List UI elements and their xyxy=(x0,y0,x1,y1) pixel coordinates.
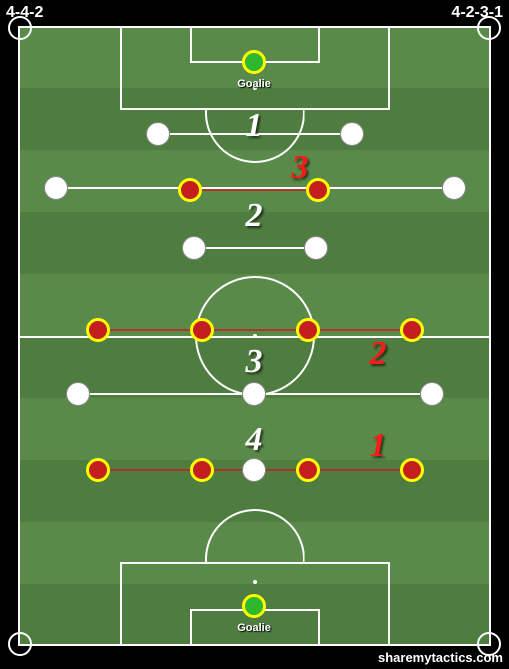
white-player xyxy=(340,122,364,146)
red-player xyxy=(86,318,110,342)
zone-label-red: 3 xyxy=(292,149,309,187)
white-player xyxy=(242,458,266,482)
corner-arc xyxy=(8,632,32,656)
red-player xyxy=(306,178,330,202)
red-player xyxy=(296,318,320,342)
zone-label-red: 1 xyxy=(370,427,387,465)
goalie-marker xyxy=(242,50,266,74)
zone-label-white: 4 xyxy=(246,421,263,459)
white-player xyxy=(182,236,206,260)
zone-label-white: 2 xyxy=(246,197,263,235)
header: 4-4-2 4-2-3-1 xyxy=(0,0,509,26)
white-player xyxy=(420,382,444,406)
penalty-spot-bottom xyxy=(253,580,257,584)
white-player xyxy=(66,382,90,406)
zone-label-white: 1 xyxy=(246,107,263,145)
white-player xyxy=(146,122,170,146)
corner-arc xyxy=(477,16,501,40)
corner-arc xyxy=(8,16,32,40)
pitch: GoalieGoalie 1234321 xyxy=(18,26,491,646)
zone-label-red: 2 xyxy=(370,335,387,373)
red-player xyxy=(400,458,424,482)
white-player xyxy=(242,382,266,406)
white-player xyxy=(442,176,466,200)
white-player xyxy=(44,176,68,200)
goalie-label: Goalie xyxy=(237,622,271,634)
red-player xyxy=(190,458,214,482)
zone-label-white: 3 xyxy=(246,343,263,381)
red-player xyxy=(400,318,424,342)
footer-credit: sharemytactics.com xyxy=(378,650,503,665)
goalie-marker xyxy=(242,594,266,618)
red-player xyxy=(86,458,110,482)
red-player xyxy=(296,458,320,482)
center-spot xyxy=(253,334,257,338)
white-player xyxy=(304,236,328,260)
goalie-label: Goalie xyxy=(237,78,271,90)
red-player xyxy=(178,178,202,202)
red-player xyxy=(190,318,214,342)
